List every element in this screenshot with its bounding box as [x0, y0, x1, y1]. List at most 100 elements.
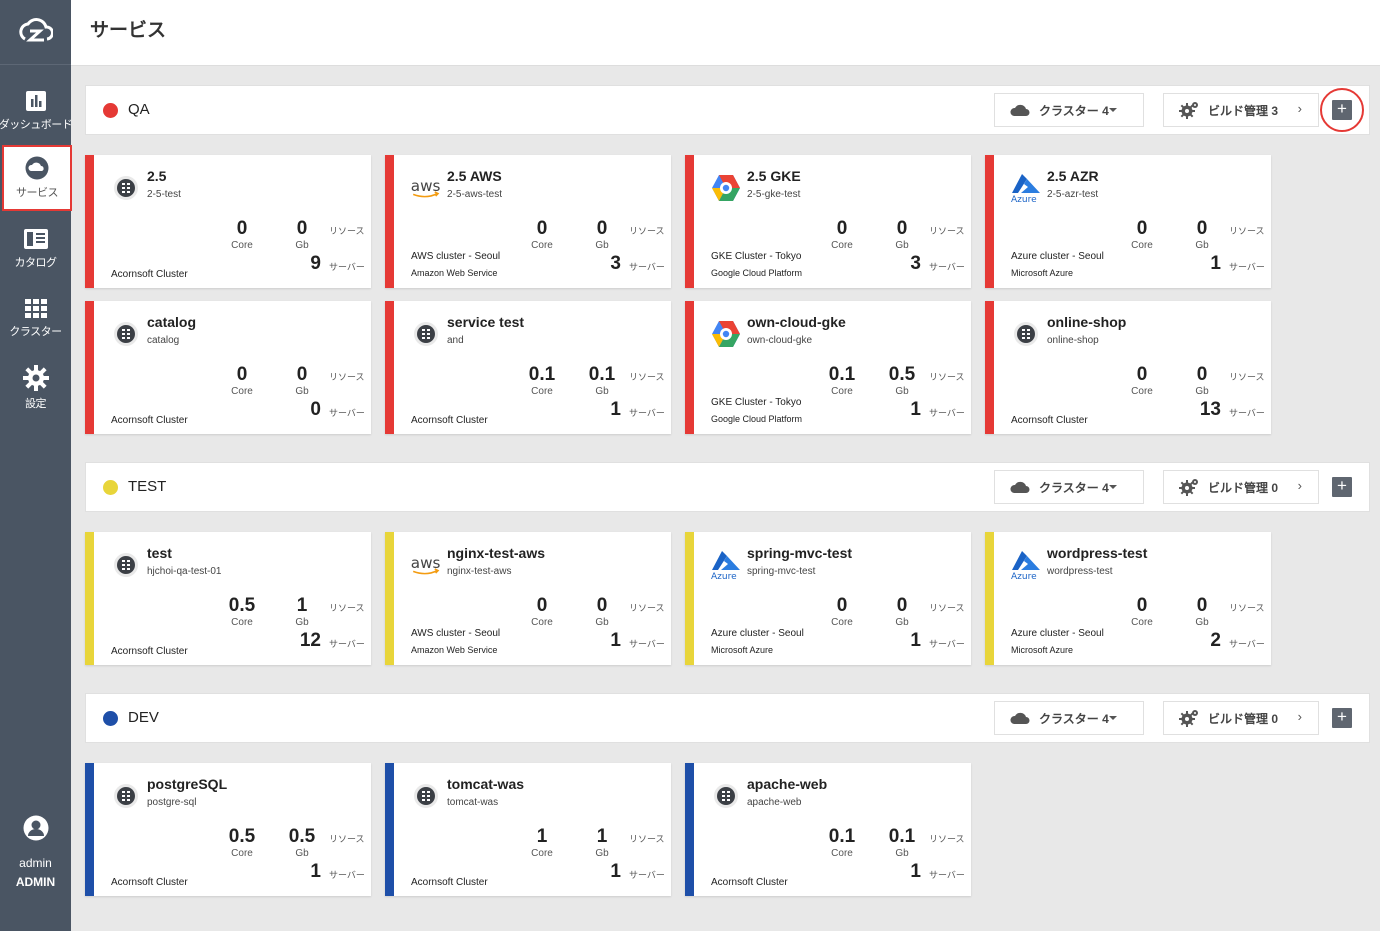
card-cluster: Acornsoft Cluster — [111, 415, 188, 426]
card-subtitle: wordpress-test — [1047, 566, 1113, 577]
section-color-dot — [103, 480, 118, 495]
service-card[interactable]: 2.5 GKE 2-5-gke-test 0 Core 0 Gb リソース 3 … — [685, 155, 971, 288]
sidebar-item-settings[interactable]: 設定 — [0, 355, 71, 421]
resource-label: リソース — [629, 834, 665, 844]
card-core-stat: 0 Core — [1122, 217, 1162, 251]
card-memory-stat: 0 Gb — [1182, 217, 1222, 251]
core-value: 0.5 — [228, 595, 256, 616]
cluster-dropdown[interactable]: クラスター 4 — [994, 93, 1144, 127]
card-memory-stat: 0.5 Gb — [282, 825, 322, 859]
resource-label: リソース — [329, 226, 365, 236]
resource-label: リソース — [629, 603, 665, 613]
resource-label: リソース — [329, 834, 365, 844]
build-management-button[interactable]: ビルド管理 0 › — [1163, 470, 1319, 504]
card-subtitle: nginx-test-aws — [447, 566, 512, 577]
sidebar-item-dashboard[interactable]: ダッシュボード — [0, 78, 73, 144]
server-label: サーバー — [629, 262, 665, 272]
resource-label: リソース — [1229, 603, 1265, 613]
core-value: 1 — [536, 826, 548, 847]
sidebar-item-catalog[interactable]: カタログ — [0, 216, 71, 282]
server-count: 2 — [1210, 630, 1221, 651]
service-card[interactable]: test hjchoi-qa-test-01 0.5 Core 1 Gb リソー… — [85, 532, 371, 665]
chevron-down-icon — [1093, 711, 1127, 726]
build-management-button[interactable]: ビルド管理 0 › — [1163, 701, 1319, 735]
service-card[interactable]: Azure 2.5 AZR 2-5-azr-test 0 Core 0 Gb リ… — [985, 155, 1271, 288]
card-core-stat: 0 Core — [522, 217, 562, 251]
add-service-button[interactable]: + — [1332, 477, 1352, 497]
service-card[interactable]: own-cloud-gke own-cloud-gke 0.1 Core 0.5… — [685, 301, 971, 434]
service-card[interactable]: aws nginx-test-aws nginx-test-aws 0 Core… — [385, 532, 671, 665]
server-count: 12 — [299, 630, 321, 651]
card-color-stripe — [385, 301, 394, 434]
highlight-ring — [1320, 88, 1364, 132]
service-card[interactable]: Azure spring-mvc-test spring-mvc-test 0 … — [685, 532, 971, 665]
card-memory-stat: 0.1 Gb — [882, 825, 922, 859]
section-color-dot — [103, 103, 118, 118]
chevron-down-icon — [1093, 103, 1127, 118]
plus-icon: + — [1337, 99, 1347, 118]
memory-value: 1 — [596, 826, 608, 847]
core-unit: Core — [1131, 617, 1153, 628]
card-memory-stat: 0 Gb — [582, 217, 622, 251]
section-name: DEV — [128, 709, 159, 726]
memory-value: 0 — [1196, 218, 1208, 239]
core-unit: Core — [531, 617, 553, 628]
core-unit: Core — [831, 617, 853, 628]
server-count: 3 — [910, 253, 921, 274]
memory-value: 0.1 — [588, 364, 616, 385]
memory-unit: Gb — [595, 848, 609, 859]
cluster-dropdown-label: クラスター 4 — [1039, 103, 1109, 118]
service-card[interactable]: Azure wordpress-test wordpress-test 0 Co… — [985, 532, 1271, 665]
server-label: サーバー — [329, 870, 365, 880]
service-card[interactable]: aws 2.5 AWS 2-5-aws-test 0 Core 0 Gb リソー… — [385, 155, 671, 288]
sidebar-item-services[interactable]: サービス — [2, 145, 72, 211]
card-color-stripe — [985, 155, 994, 288]
card-cluster: AWS cluster - Seoul — [411, 628, 501, 639]
acornsoft-logo-icon — [110, 550, 142, 580]
cluster-dropdown[interactable]: クラスター 4 — [994, 470, 1144, 504]
cluster-dropdown[interactable]: クラスター 4 — [994, 701, 1144, 735]
card-color-stripe — [685, 301, 694, 434]
card-title: online-shop — [1047, 314, 1127, 330]
service-card[interactable]: online-shop online-shop 0 Core 0 Gb リソース… — [985, 301, 1271, 434]
card-memory-stat: 0 Gb — [282, 363, 322, 397]
acornsoft-logo-icon — [710, 781, 742, 811]
card-core-stat: 0.1 Core — [522, 363, 562, 397]
service-card[interactable]: apache-web apache-web 0.1 Core 0.1 Gb リソ… — [685, 763, 971, 896]
svg-text:Azure: Azure — [1011, 572, 1037, 580]
core-value: 0 — [836, 595, 848, 616]
card-memory-stat: 1 Gb — [282, 594, 322, 628]
memory-unit: Gb — [895, 386, 909, 397]
sidebar-item-clusters[interactable]: クラスター — [0, 286, 71, 352]
acornsoft-logo-icon — [110, 173, 142, 203]
gke-logo-icon — [710, 173, 742, 203]
service-card[interactable]: 2.5 2-5-test 0 Core 0 Gb リソース 9 サーバー Aco… — [85, 155, 371, 288]
section-bar-dev: DEV クラスター 4 ビルド管理 0 › + — [85, 693, 1370, 743]
service-card[interactable]: tomcat-was tomcat-was 1 Core 1 Gb リソース 1… — [385, 763, 671, 896]
service-card[interactable]: service test and 0.1 Core 0.1 Gb リソース 1 … — [385, 301, 671, 434]
app-logo[interactable] — [0, 0, 71, 65]
chevron-right-icon: › — [1297, 478, 1302, 493]
service-card[interactable]: postgreSQL postgre-sql 0.5 Core 0.5 Gb リ… — [85, 763, 371, 896]
card-memory-stat: 0.1 Gb — [582, 363, 622, 397]
server-count: 13 — [1199, 399, 1221, 420]
add-service-button[interactable]: + — [1332, 100, 1352, 120]
server-label: サーバー — [629, 639, 665, 649]
service-card[interactable]: catalog catalog 0 Core 0 Gb リソース 0 サーバー … — [85, 301, 371, 434]
azure-logo-icon: Azure — [1010, 173, 1042, 203]
build-management-label: ビルド管理 0 — [1208, 480, 1279, 495]
card-cluster: Acornsoft Cluster — [111, 269, 188, 280]
add-service-button[interactable]: + — [1332, 708, 1352, 728]
card-color-stripe — [685, 532, 694, 665]
server-label: サーバー — [1229, 408, 1265, 418]
card-memory-stat: 0.5 Gb — [882, 363, 922, 397]
card-memory-stat: 1 Gb — [582, 825, 622, 859]
card-provider: Microsoft Azure — [711, 645, 774, 655]
core-unit: Core — [831, 386, 853, 397]
card-cluster: Acornsoft Cluster — [111, 646, 188, 657]
user-profile[interactable]: admin ADMIN — [0, 815, 71, 889]
core-value: 0 — [1136, 218, 1148, 239]
core-unit: Core — [1131, 386, 1153, 397]
build-management-button[interactable]: ビルド管理 3 › — [1163, 93, 1319, 127]
core-unit: Core — [531, 848, 553, 859]
